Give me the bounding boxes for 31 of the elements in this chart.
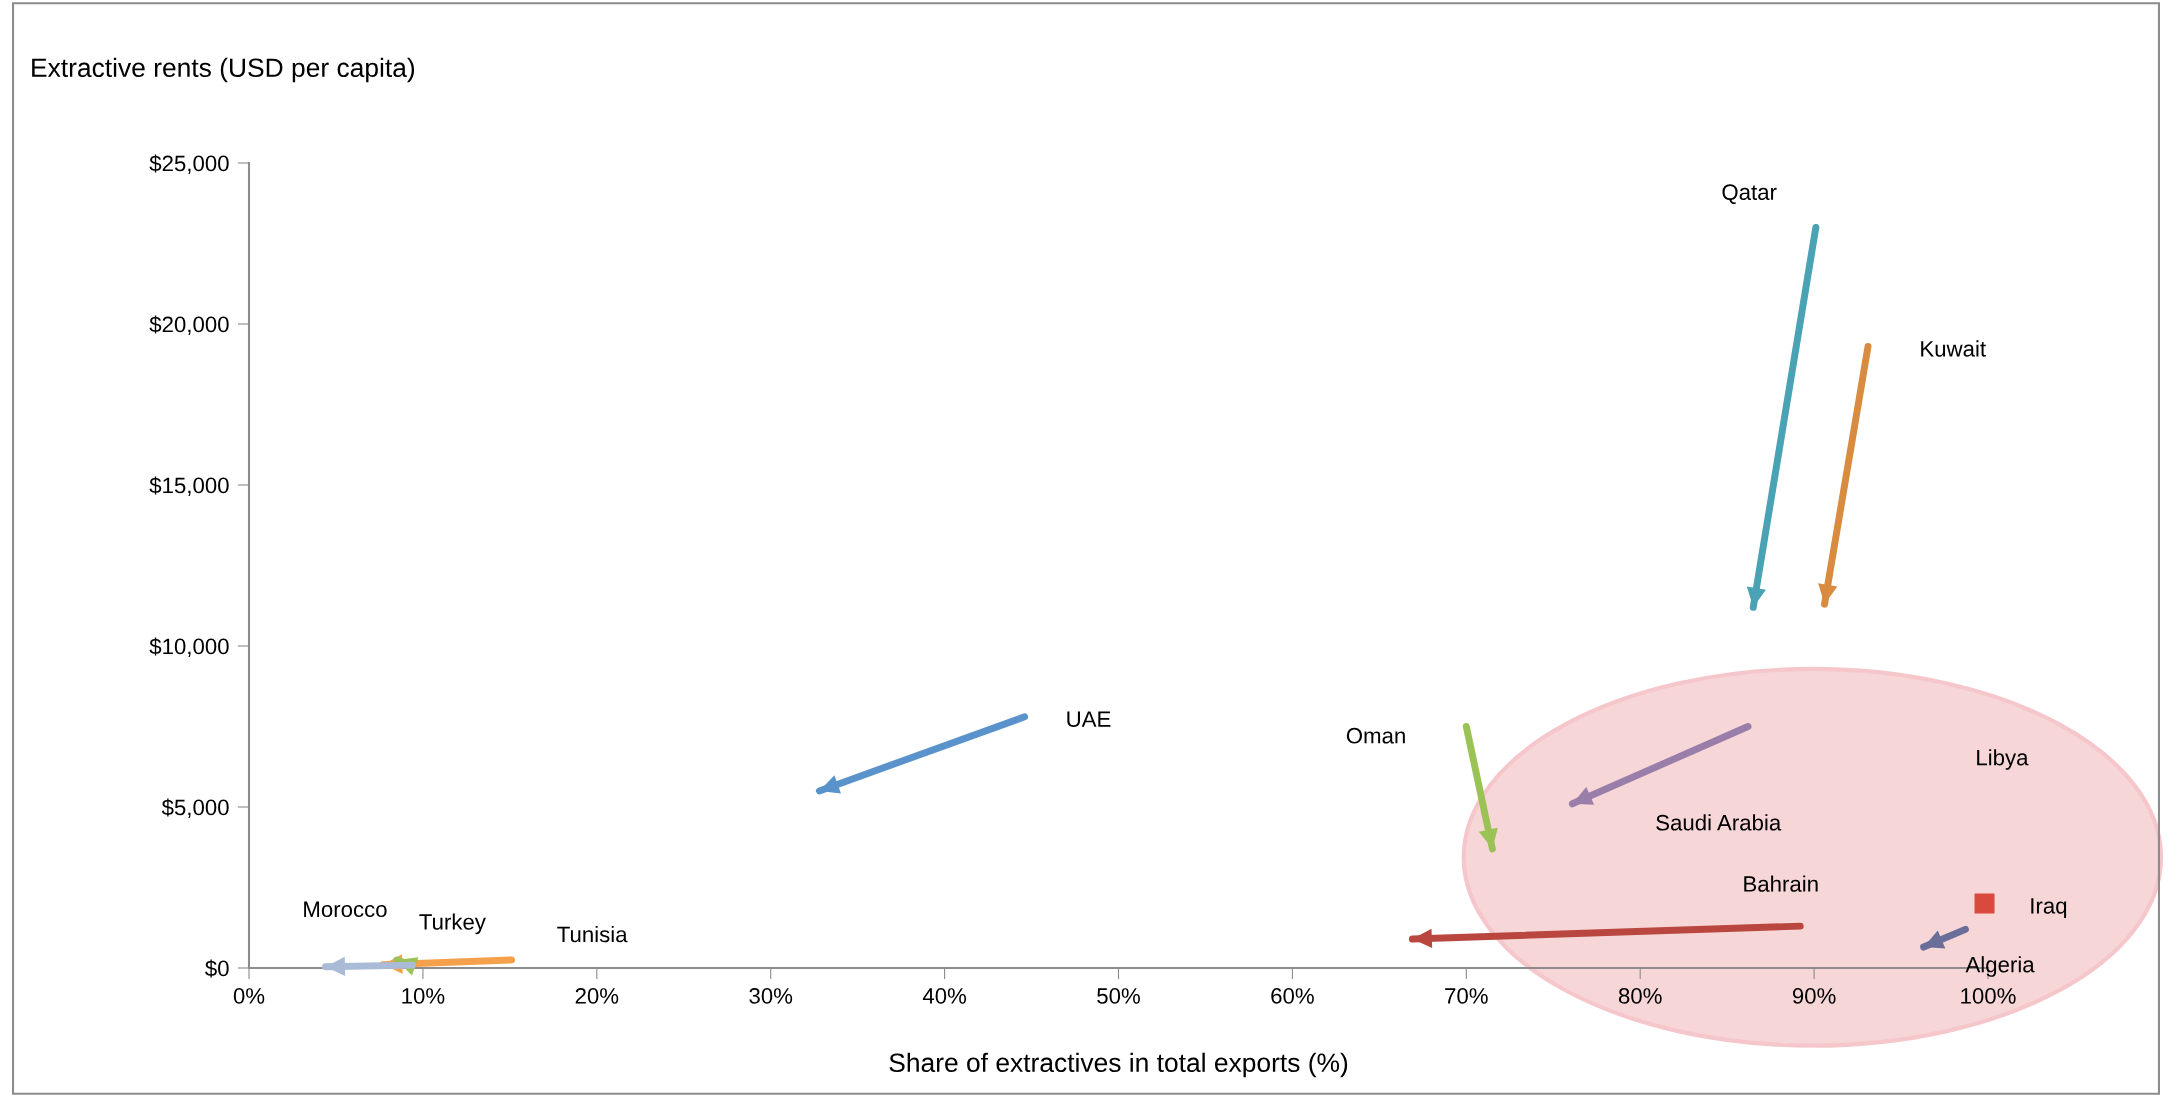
y-tick-label: $15,000 (149, 476, 229, 496)
series-label: Bahrain (1744, 875, 1818, 892)
y-tick-label: $10,000 (149, 637, 229, 657)
text: Qatar (1722, 184, 1777, 205)
y-tick-label: $0 (205, 959, 229, 978)
y-axis-title: Extractive rents (USD per capita) (32, 57, 415, 83)
x-tick-label: 70% (1445, 988, 1488, 1004)
y-tick-label: $25,000 (149, 154, 229, 174)
text: Oman (1346, 727, 1405, 744)
x-tick-label: 10% (402, 988, 445, 1004)
series-label: Turkey (419, 913, 486, 935)
series-label: Saudi Arabia (1656, 814, 1782, 831)
x-tick-label: 40% (922, 988, 967, 1004)
series-label: UAE (1067, 711, 1111, 727)
text: Tunisia (557, 925, 628, 943)
x-tick-label: 100% (1961, 988, 2016, 1004)
text: Morocco (304, 901, 387, 918)
x-tick-label: 60% (1271, 988, 1314, 1004)
x-tick-label: 80% (1618, 988, 1662, 1004)
x-tick-label: 20% (575, 988, 619, 1004)
x-tick-label: 90% (1792, 988, 1836, 1004)
series-label: Algeria (1965, 956, 2035, 977)
text: Kuwait (1921, 340, 1986, 357)
y-tick-label: $20,000 (149, 315, 229, 335)
x-tick-label: 0% (233, 988, 265, 1004)
x-tick-label: 50% (1097, 988, 1140, 1004)
annotation: Libya (1977, 749, 2029, 770)
x-axis-title: Share of extractives in total exports (%) (889, 1052, 1348, 1078)
series-label: Iraq (2031, 898, 2067, 919)
y-tick-label: $5,000 (161, 798, 229, 818)
x-tick-label: 30% (749, 988, 793, 1004)
